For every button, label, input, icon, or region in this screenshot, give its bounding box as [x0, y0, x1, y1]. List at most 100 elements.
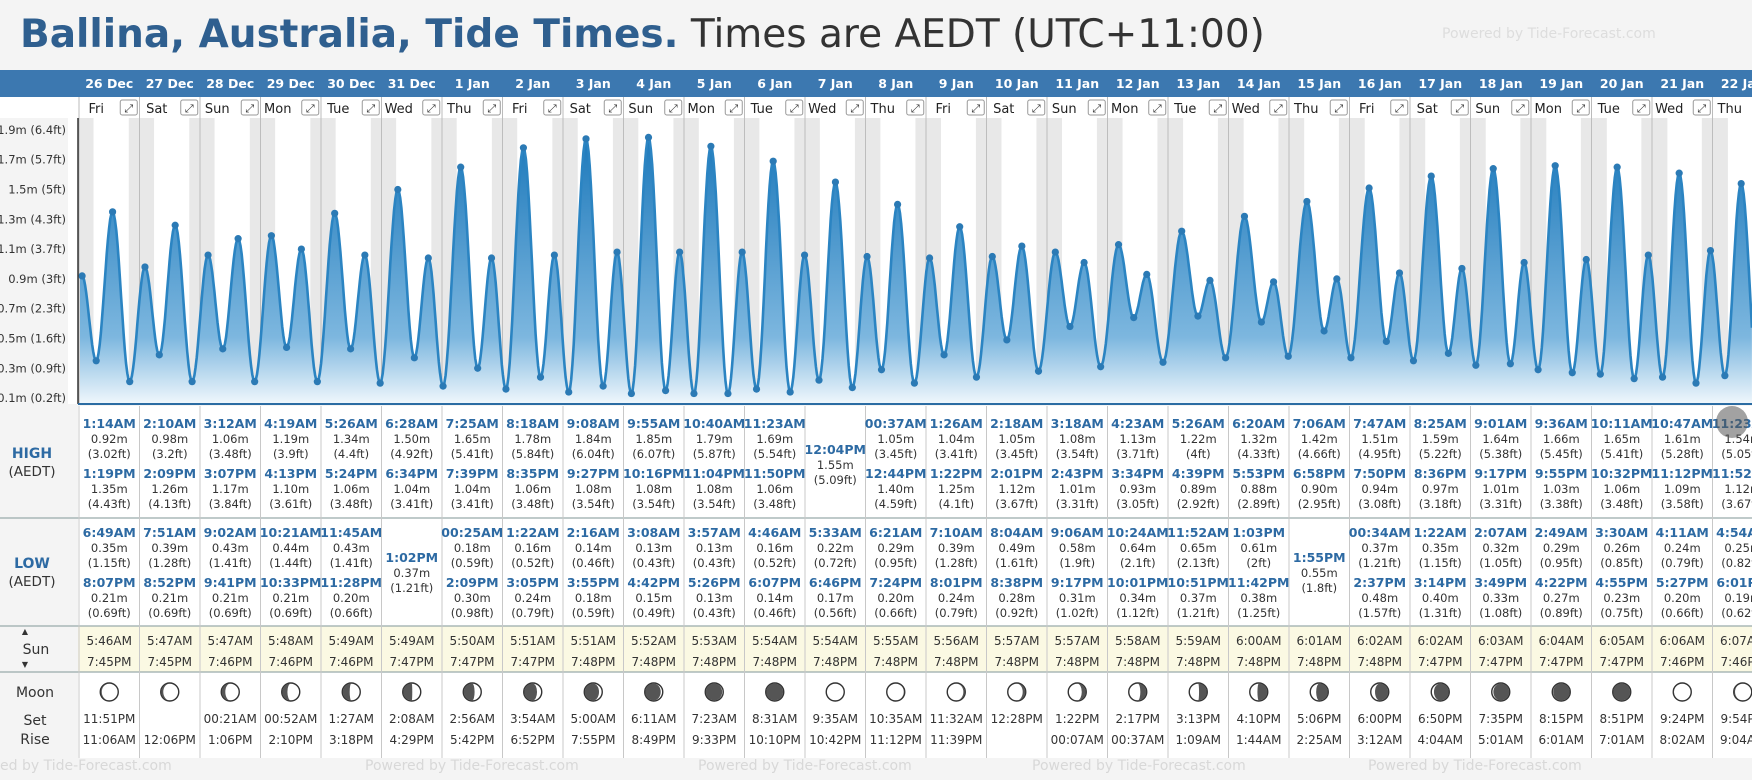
- low-tide-time: 6:01PM: [1716, 575, 1752, 590]
- expand-day-button[interactable]: ⤢: [1692, 99, 1711, 116]
- night-band: [854, 118, 866, 404]
- low-tide-height-ft: (0.46ft): [753, 606, 796, 620]
- date-label: 14 Jan: [1237, 76, 1281, 91]
- expand-day-button[interactable]: ⤢: [543, 99, 562, 116]
- moonset-time: 9:35AM: [812, 712, 858, 726]
- high-tide-height-m: 1.55m: [817, 458, 854, 472]
- sunrise-time: 5:51AM: [570, 634, 616, 648]
- expand-day-button[interactable]: ⤢: [1148, 99, 1167, 116]
- moonrise-time: 1:06PM: [208, 733, 253, 747]
- expand-day-button[interactable]: ⤢: [1329, 99, 1348, 116]
- expand-day-button[interactable]: ⤢: [1390, 99, 1409, 116]
- expand-icon: ⤢: [1213, 102, 1222, 115]
- weekday-label: Wed: [385, 102, 413, 117]
- expand-day-button[interactable]: ⤢: [664, 99, 683, 116]
- expand-day-button[interactable]: ⤢: [1027, 99, 1046, 116]
- expand-day-button[interactable]: ⤢: [724, 99, 743, 116]
- low-tide-height-m: 0.15m: [635, 591, 672, 605]
- y-tick-label: 0.1m (0.2ft): [0, 391, 66, 405]
- low-tide-time: 10:21AM: [260, 525, 322, 540]
- high-tide-time: 4:19AM: [264, 416, 317, 431]
- expand-day-button[interactable]: ⤢: [1511, 99, 1530, 116]
- tide-extreme-point: [1395, 269, 1404, 277]
- weekday-label: Sat: [146, 102, 167, 117]
- expand-icon: ⤢: [1274, 102, 1283, 115]
- expand-icon: ⤢: [1334, 102, 1343, 115]
- night-band: [1459, 118, 1471, 404]
- low-tide-time: 3:14PM: [1414, 575, 1467, 590]
- moonrise-time: 11:12PM: [870, 733, 922, 747]
- high-tide-height-m: 1.01m: [1059, 482, 1096, 496]
- night-band: [1278, 118, 1289, 404]
- high-tide-height-ft: (3.08ft): [1358, 497, 1401, 511]
- high-tide-height-ft: (3.38ft): [1540, 497, 1583, 511]
- low-tide-height-ft: (1.15ft): [88, 556, 131, 570]
- tide-extreme-point: [582, 135, 590, 143]
- expand-day-button[interactable]: ⤢: [240, 99, 259, 116]
- date-label: 7 Jan: [818, 76, 853, 91]
- expand-day-button[interactable]: ⤢: [1571, 99, 1590, 116]
- expand-day-button[interactable]: ⤢: [361, 99, 380, 116]
- high-tide-time: 8:25AM: [1414, 416, 1467, 431]
- moonset-time: 2:56AM: [449, 712, 495, 726]
- high-tide-time: 7:50PM: [1353, 466, 1406, 481]
- y-tick-label: 0.9m (3ft): [8, 272, 66, 286]
- moon-phase-icon: [1249, 682, 1269, 702]
- low-tide-height-ft: (0.66ft): [330, 606, 373, 620]
- high-tide-height-m: 1.05m: [998, 432, 1035, 446]
- moon-phase-icon: [1007, 682, 1027, 702]
- high-tide-height-ft: (3.02ft): [88, 447, 131, 461]
- high-tide-height-ft: (3.45ft): [874, 447, 917, 461]
- sunrise-time: 5:56AM: [933, 634, 979, 648]
- tide-extreme-point: [988, 252, 996, 261]
- tide-extreme-point: [956, 223, 964, 231]
- high-tide-height-ft: (3.18ft): [1419, 497, 1462, 511]
- expand-day-button[interactable]: ⤢: [119, 99, 138, 116]
- horizontal-scroll-handle[interactable]: [1716, 406, 1748, 438]
- weekday-label: Sun: [1475, 102, 1500, 117]
- tide-extreme-point: [1222, 354, 1230, 362]
- low-tide-time: 9:06AM: [1051, 525, 1104, 540]
- expand-day-button[interactable]: ⤢: [1087, 99, 1106, 116]
- weekday-label: Sun: [205, 102, 230, 117]
- expand-day-button[interactable]: ⤢: [1269, 99, 1288, 116]
- low-tide-time: 5:26PM: [688, 575, 741, 590]
- expand-day-button[interactable]: ⤢: [906, 99, 925, 116]
- expand-day-button[interactable]: ⤢: [1632, 99, 1651, 116]
- expand-day-button[interactable]: ⤢: [301, 99, 320, 116]
- low-tide-time: 6:21AM: [869, 525, 922, 540]
- high-tide-time: 1:26AM: [930, 416, 983, 431]
- night-band: [189, 118, 200, 404]
- high-tide-time: 11:04PM: [684, 466, 745, 481]
- night-band: [1399, 118, 1410, 404]
- tide-extreme-point: [1444, 349, 1452, 357]
- sunset-time: 7:46PM: [208, 655, 253, 669]
- expand-day-button[interactable]: ⤢: [966, 99, 985, 116]
- sunrise-time: 6:06AM: [1659, 634, 1705, 648]
- sunset-time: 7:47PM: [1478, 655, 1523, 669]
- low-tide-height-ft: (1.31ft): [1419, 606, 1462, 620]
- low-tide-height-ft: (0.62ft): [1721, 606, 1752, 620]
- watermark-bottom-text: ed by Tide-Forecast.com: [0, 758, 172, 774]
- expand-day-button[interactable]: ⤢: [422, 99, 441, 116]
- tide-extreme-point: [457, 163, 465, 171]
- date-label: 13 Jan: [1176, 76, 1220, 91]
- tide-extreme-point: [831, 178, 840, 186]
- expand-day-button[interactable]: ⤢: [1208, 99, 1227, 116]
- sunrise-time: 5:47AM: [207, 634, 253, 648]
- expand-day-button[interactable]: ⤢: [180, 99, 199, 116]
- expand-day-button[interactable]: ⤢: [785, 99, 804, 116]
- high-tide-height-ft: (5.41ft): [451, 447, 494, 461]
- low-tide-height-ft: (0.85ft): [1600, 556, 1643, 570]
- moonrise-time: 4:04AM: [1417, 733, 1463, 747]
- moon-phase-icon: [523, 682, 543, 702]
- tide-extreme-point: [910, 379, 919, 387]
- sunrise-time: 5:50AM: [449, 634, 495, 648]
- tide-extreme-point: [613, 248, 621, 256]
- expand-day-button[interactable]: ⤢: [482, 99, 501, 116]
- sunset-time: 7:48PM: [873, 655, 918, 669]
- expand-day-button[interactable]: ⤢: [1450, 99, 1469, 116]
- expand-day-button[interactable]: ⤢: [845, 99, 864, 116]
- low-tide-time: 4:42PM: [627, 575, 680, 590]
- expand-day-button[interactable]: ⤢: [603, 99, 622, 116]
